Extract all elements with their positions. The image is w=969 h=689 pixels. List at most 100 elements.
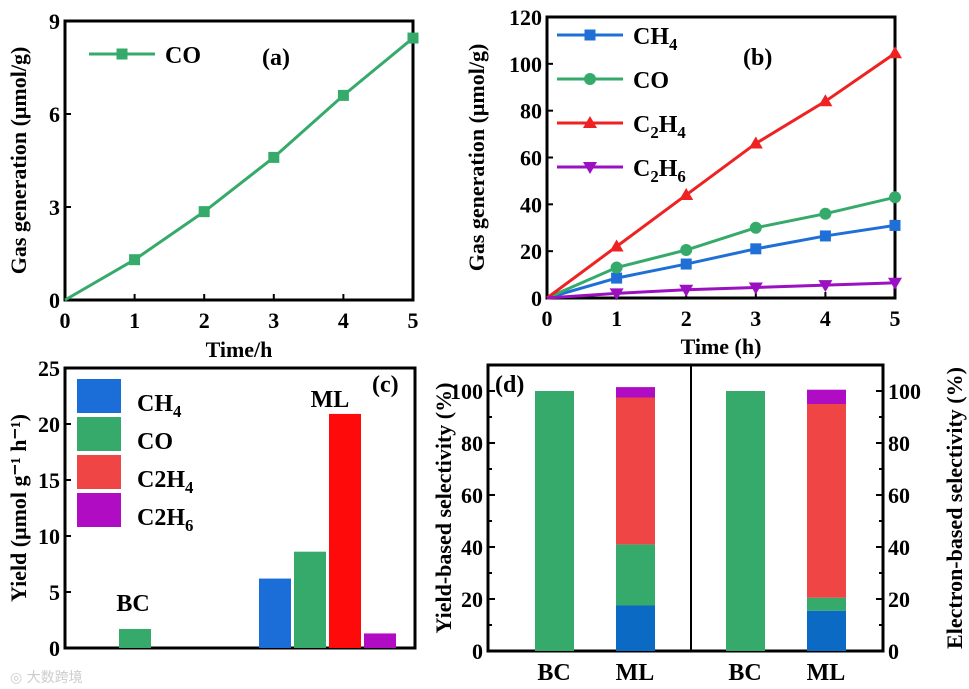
data-point-CO	[819, 207, 832, 220]
y-tick-label: 10	[38, 524, 60, 549]
data-point-CO	[268, 151, 280, 163]
panel-label: (a)	[262, 45, 290, 71]
legend-swatch-C2H6	[77, 493, 121, 527]
data-point-CO	[129, 254, 141, 266]
category-label-BC: BC	[116, 591, 149, 617]
x-tick-label: 5	[408, 308, 419, 333]
data-point-C2H6	[888, 277, 902, 290]
x-tick-label: 5	[890, 306, 901, 331]
series-line-CH4	[546, 223, 896, 300]
y-tick-label: 60	[520, 146, 542, 171]
bar-ML-CO	[294, 551, 326, 648]
x-tick-label: 1	[611, 306, 622, 331]
y-tick-label-left: 80	[461, 431, 483, 456]
bar-ML-CH4	[259, 578, 291, 648]
stack-electron-ML-CO	[807, 597, 846, 611]
bar-ML-C2H4	[329, 413, 361, 648]
y-tick-label-right: 0	[888, 639, 899, 664]
stack-electron-ML-CH4	[807, 610, 846, 651]
y-tick-label: 120	[509, 5, 542, 30]
series-line-C2H6	[546, 281, 896, 300]
x-tick-label: 0	[542, 306, 553, 331]
category-label-BC: BC	[728, 660, 761, 686]
y-tick-label-right: 100	[888, 379, 921, 404]
plot-frame	[63, 19, 415, 302]
y-tick-label: 9	[49, 9, 60, 34]
category-label-ML: ML	[616, 660, 655, 686]
y-axis-label: Yield (μmol g⁻¹ h⁻¹)	[6, 414, 31, 602]
legend-label-C2H4: C2H4	[137, 467, 194, 497]
panel-label: (c)	[372, 372, 399, 398]
y-tick-label: 40	[520, 192, 542, 217]
data-point-C2H4	[818, 94, 833, 107]
data-point-C2H6	[679, 284, 694, 297]
y-axis-label-left: Yield-based selectivity (%)	[431, 383, 456, 634]
y-axis-label-right: Electron-based selectivity (%)	[942, 367, 967, 649]
legend-label-C2H6-text: C2H	[137, 505, 185, 531]
data-point-C2H6	[748, 282, 763, 295]
legend-marker-CH4	[584, 29, 596, 41]
x-tick-label: 2	[681, 306, 692, 331]
stack-yield-ML-CH4	[616, 605, 655, 651]
y-tick-label-right: 40	[888, 535, 910, 560]
legend-label-CO: CO	[633, 68, 669, 94]
y-tick-label-left: 100	[450, 379, 483, 404]
series-line-CO	[64, 36, 414, 302]
category-label-ML: ML	[311, 387, 350, 413]
data-point-CO	[198, 206, 210, 218]
x-axis-label: Time (h)	[681, 334, 762, 359]
data-point-C2H4	[748, 136, 763, 149]
series-line-CO	[546, 195, 896, 300]
panel-b: 0 1 2 3 4 5 0 20 40 60 80 100 120 Time (h) Gas generat…	[464, 5, 902, 359]
legend-label-C2H4-text: C2H	[137, 467, 185, 493]
y-tick-label: 6	[49, 102, 60, 127]
x-tick-label: 2	[199, 308, 210, 333]
x-tick-label: 4	[820, 306, 831, 331]
legend-swatch-CO	[77, 417, 121, 451]
x-tick-label: 0	[60, 308, 71, 333]
plot-frame	[486, 363, 885, 653]
data-point-CO	[749, 221, 762, 234]
plot-frame	[63, 366, 417, 650]
data-point-CO	[610, 261, 623, 274]
y-axis-label: Gas generation (μmol/g)	[6, 47, 31, 275]
y-tick-label: 0	[49, 636, 60, 661]
legend-label-CO: CO	[165, 43, 201, 69]
data-point-CH4	[611, 272, 623, 284]
y-tick-label-left: 60	[461, 483, 483, 508]
legend-label-CO: CO	[137, 429, 173, 455]
y-tick-label-right: 60	[888, 483, 910, 508]
category-label-ML: ML	[807, 660, 846, 686]
y-tick-label-left: 20	[461, 587, 483, 612]
y-tick-label: 3	[49, 195, 60, 220]
y-tick-label: 80	[520, 99, 542, 124]
legend-label-CH4: CH4	[137, 391, 182, 421]
legend-label-C2H4: C2H4	[633, 112, 686, 142]
data-point-CO	[407, 32, 419, 44]
y-tick-label: 15	[38, 468, 60, 493]
y-tick-label: 25	[38, 356, 60, 381]
data-point-CH4	[750, 243, 762, 255]
y-tick-label: 5	[49, 580, 60, 605]
data-point-CH4	[680, 258, 692, 270]
bar-BC-CO	[119, 628, 151, 648]
watermark: ◎ 大数跨境	[10, 670, 83, 686]
stack-electron-ML-C2H6	[807, 389, 846, 404]
legend-swatch-CH4	[77, 379, 121, 413]
data-point-CO	[680, 243, 693, 256]
legend-marker-CO	[116, 48, 128, 60]
data-point-C2H6	[609, 288, 624, 301]
legend-marker-CO	[584, 73, 596, 85]
y-tick-label: 20	[38, 412, 60, 437]
data-point-C2H4	[888, 46, 902, 59]
stack-yield-ML-CO	[616, 544, 655, 606]
y-tick-label-left: 40	[461, 535, 483, 560]
stack-electron-ML-C2H4	[807, 404, 846, 598]
stack-yield-BC-CO	[535, 391, 574, 651]
x-tick-label: 4	[338, 308, 349, 333]
legend-marker-C2H6	[583, 162, 597, 174]
data-point-CO	[337, 89, 349, 101]
